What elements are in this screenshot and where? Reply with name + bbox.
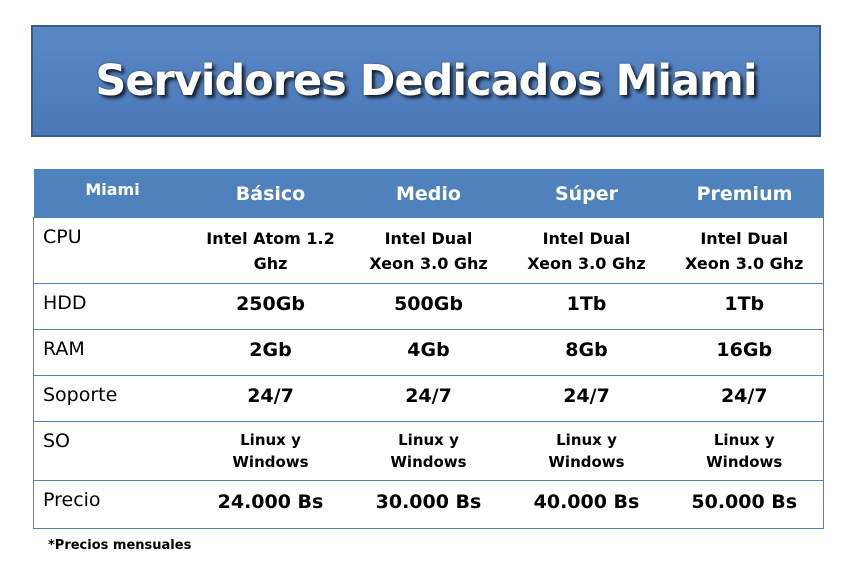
page-title: Servidores Dedicados Miami — [95, 56, 757, 106]
hdd-cell: 1Tb — [665, 283, 824, 330]
cpu-cell: Intel Dual Xeon 3.0 Ghz — [349, 217, 508, 284]
precio-cell: 30.000 Bs — [349, 480, 508, 529]
so-line: Linux y — [398, 431, 459, 449]
hdd-cell: 500Gb — [349, 283, 508, 330]
row-label-precio: Precio — [33, 480, 192, 529]
header-plan-super: Súper — [507, 169, 666, 218]
so-cell: Linux y Windows — [665, 421, 824, 481]
cpu-line: Xeon 3.0 Ghz — [685, 253, 804, 273]
row-label-ram: RAM — [33, 329, 192, 376]
cpu-cell: Intel Atom 1.2 Ghz — [191, 217, 350, 284]
header-plan-basico: Básico — [191, 169, 350, 218]
soporte-cell: 24/7 — [349, 375, 508, 422]
soporte-cell: 24/7 — [507, 375, 666, 422]
cpu-line: Ghz — [253, 253, 288, 273]
so-cell: Linux y Windows — [507, 421, 666, 481]
cpu-line: Intel Dual — [384, 228, 473, 248]
row-label-hdd: HDD — [33, 283, 192, 330]
hdd-cell: 1Tb — [507, 283, 666, 330]
hdd-cell: 250Gb — [191, 283, 350, 330]
row-label-cpu: CPU — [33, 217, 192, 284]
cpu-line: Intel Dual — [700, 228, 789, 248]
cpu-line: Intel Atom 1.2 — [206, 228, 335, 248]
table-row-soporte: Soporte 24/7 24/7 24/7 24/7 — [33, 375, 824, 422]
table-row-so: SO Linux y Windows Linux y Windows Linux… — [33, 421, 824, 481]
footnote: *Precios mensuales — [48, 538, 192, 553]
precio-cell: 50.000 Bs — [665, 480, 824, 529]
cpu-line: Xeon 3.0 Ghz — [527, 253, 646, 273]
row-label-so: SO — [33, 421, 192, 481]
so-line: Windows — [706, 453, 783, 471]
so-line: Linux y — [713, 431, 775, 449]
table-header-row: Miami Básico Medio Súper Premium — [33, 169, 824, 218]
ram-cell: 8Gb — [507, 329, 666, 376]
so-cell: Linux y Windows — [349, 421, 508, 481]
soporte-cell: 24/7 — [665, 375, 824, 422]
cpu-cell: Intel Dual Xeon 3.0 Ghz — [507, 217, 666, 284]
row-label-soporte: Soporte — [33, 375, 192, 422]
table-row-cpu: CPU Intel Atom 1.2 Ghz Intel Dual Xeon 3… — [33, 217, 824, 284]
header-plan-premium: Premium — [665, 169, 824, 218]
header-plan-medio: Medio — [349, 169, 508, 218]
pricing-table: Miami Básico Medio Súper Premium CPU Int… — [33, 169, 824, 529]
so-line: Windows — [548, 453, 625, 471]
so-line: Windows — [232, 453, 309, 471]
so-cell: Linux y Windows — [191, 421, 350, 481]
ram-cell: 16Gb — [665, 329, 824, 376]
cpu-line: Xeon 3.0 Ghz — [369, 253, 488, 273]
cpu-cell: Intel Dual Xeon 3.0 Ghz — [665, 217, 824, 284]
table-row-hdd: HDD 250Gb 500Gb 1Tb 1Tb — [33, 283, 824, 330]
soporte-cell: 24/7 — [191, 375, 350, 422]
so-line: Linux y — [556, 431, 617, 449]
title-banner: Servidores Dedicados Miami — [31, 25, 821, 137]
so-line: Linux y — [240, 431, 301, 449]
so-line: Windows — [390, 453, 467, 471]
table-row-ram: RAM 2Gb 4Gb 8Gb 16Gb — [33, 329, 824, 376]
precio-cell: 40.000 Bs — [507, 480, 666, 529]
ram-cell: 2Gb — [191, 329, 350, 376]
precio-cell: 24.000 Bs — [191, 480, 350, 529]
header-location: Miami — [33, 169, 192, 218]
cpu-line: Intel Dual — [542, 228, 631, 248]
ram-cell: 4Gb — [349, 329, 508, 376]
table-row-precio: Precio 24.000 Bs 30.000 Bs 40.000 Bs 50.… — [33, 480, 824, 529]
